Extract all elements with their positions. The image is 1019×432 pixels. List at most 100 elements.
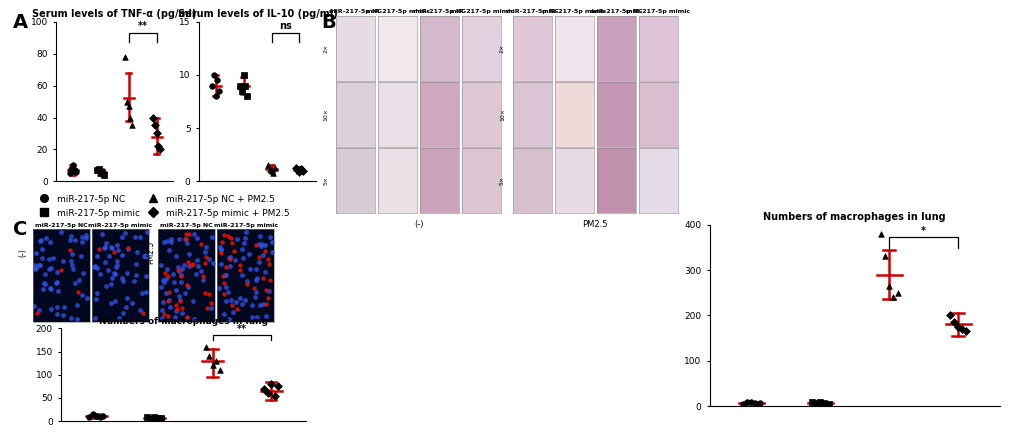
Point bbox=[259, 295, 275, 302]
Point bbox=[55, 311, 71, 318]
Point bbox=[180, 263, 197, 270]
Point bbox=[93, 170, 109, 177]
Point bbox=[50, 287, 66, 294]
Point bbox=[61, 170, 77, 177]
Point bbox=[226, 248, 243, 254]
Point bbox=[221, 263, 237, 270]
Point bbox=[62, 237, 78, 244]
Point bbox=[111, 315, 127, 322]
Point bbox=[91, 245, 107, 252]
Point bbox=[263, 249, 279, 256]
Point bbox=[43, 285, 59, 292]
Point bbox=[160, 273, 176, 280]
Point bbox=[220, 232, 236, 239]
Point bbox=[78, 235, 95, 241]
Point bbox=[71, 276, 88, 283]
Point bbox=[819, 400, 836, 407]
Point bbox=[214, 238, 230, 245]
Title: miR-217-5p NC: miR-217-5p NC bbox=[35, 223, 88, 228]
Point bbox=[216, 280, 232, 286]
Point bbox=[171, 298, 187, 305]
Point bbox=[172, 272, 189, 279]
Text: (-): (-) bbox=[18, 248, 26, 257]
Point bbox=[197, 248, 213, 255]
Point bbox=[248, 276, 264, 283]
Point bbox=[734, 400, 750, 407]
Point bbox=[172, 273, 189, 280]
Point bbox=[140, 414, 156, 421]
Text: PM2.5: PM2.5 bbox=[582, 220, 607, 229]
Point bbox=[190, 263, 206, 270]
Point bbox=[171, 296, 187, 303]
Point bbox=[292, 165, 309, 172]
Point bbox=[739, 399, 755, 406]
Point bbox=[53, 229, 69, 235]
Point bbox=[159, 313, 175, 320]
Point bbox=[77, 232, 94, 238]
Point bbox=[154, 314, 170, 321]
Point bbox=[69, 289, 86, 296]
Point bbox=[253, 243, 269, 250]
Point bbox=[175, 261, 192, 268]
Point bbox=[100, 267, 116, 273]
Point bbox=[157, 270, 173, 277]
Point bbox=[86, 264, 102, 270]
Point bbox=[87, 315, 103, 322]
Text: **: ** bbox=[236, 324, 247, 334]
Point bbox=[178, 282, 195, 289]
Point bbox=[173, 279, 190, 286]
Point bbox=[62, 246, 78, 253]
Point bbox=[41, 266, 57, 273]
Point bbox=[163, 238, 179, 245]
Point bbox=[170, 268, 186, 275]
Point bbox=[28, 265, 44, 272]
Point bbox=[208, 357, 224, 364]
Point bbox=[75, 270, 92, 276]
Point bbox=[211, 87, 227, 94]
Point bbox=[97, 244, 113, 251]
Point bbox=[197, 260, 213, 267]
Point bbox=[246, 284, 262, 291]
Point bbox=[155, 277, 171, 284]
Point bbox=[248, 288, 264, 295]
Point bbox=[89, 264, 105, 271]
Point bbox=[63, 165, 79, 172]
Point bbox=[32, 307, 48, 314]
Point bbox=[37, 270, 53, 277]
Text: ns: ns bbox=[279, 21, 291, 31]
Point bbox=[66, 280, 83, 287]
Point bbox=[158, 276, 174, 283]
Point bbox=[69, 301, 86, 308]
Point bbox=[231, 261, 248, 268]
Point bbox=[42, 284, 58, 291]
Point bbox=[113, 274, 129, 281]
Point bbox=[89, 253, 105, 260]
Point bbox=[106, 249, 122, 256]
Point bbox=[106, 298, 122, 305]
Point bbox=[126, 278, 143, 285]
Point bbox=[28, 264, 44, 271]
Point bbox=[32, 262, 48, 269]
Point bbox=[150, 415, 166, 422]
Point bbox=[168, 302, 184, 309]
Point bbox=[220, 255, 236, 262]
Title: miR-217-5p NC: miR-217-5p NC bbox=[160, 223, 213, 228]
Point bbox=[88, 412, 104, 419]
Point bbox=[205, 362, 221, 369]
Point bbox=[96, 245, 112, 251]
Point bbox=[233, 272, 250, 279]
Point bbox=[63, 250, 79, 257]
Point bbox=[168, 252, 184, 259]
Point bbox=[136, 309, 152, 316]
Point bbox=[65, 266, 82, 273]
Point bbox=[126, 234, 143, 241]
Point bbox=[197, 290, 213, 297]
Point bbox=[171, 292, 187, 299]
Point bbox=[889, 289, 905, 296]
Point bbox=[34, 236, 50, 243]
Point bbox=[199, 305, 215, 312]
Point bbox=[217, 284, 233, 291]
Point bbox=[217, 298, 233, 305]
Point bbox=[115, 310, 131, 317]
Point bbox=[958, 328, 974, 335]
